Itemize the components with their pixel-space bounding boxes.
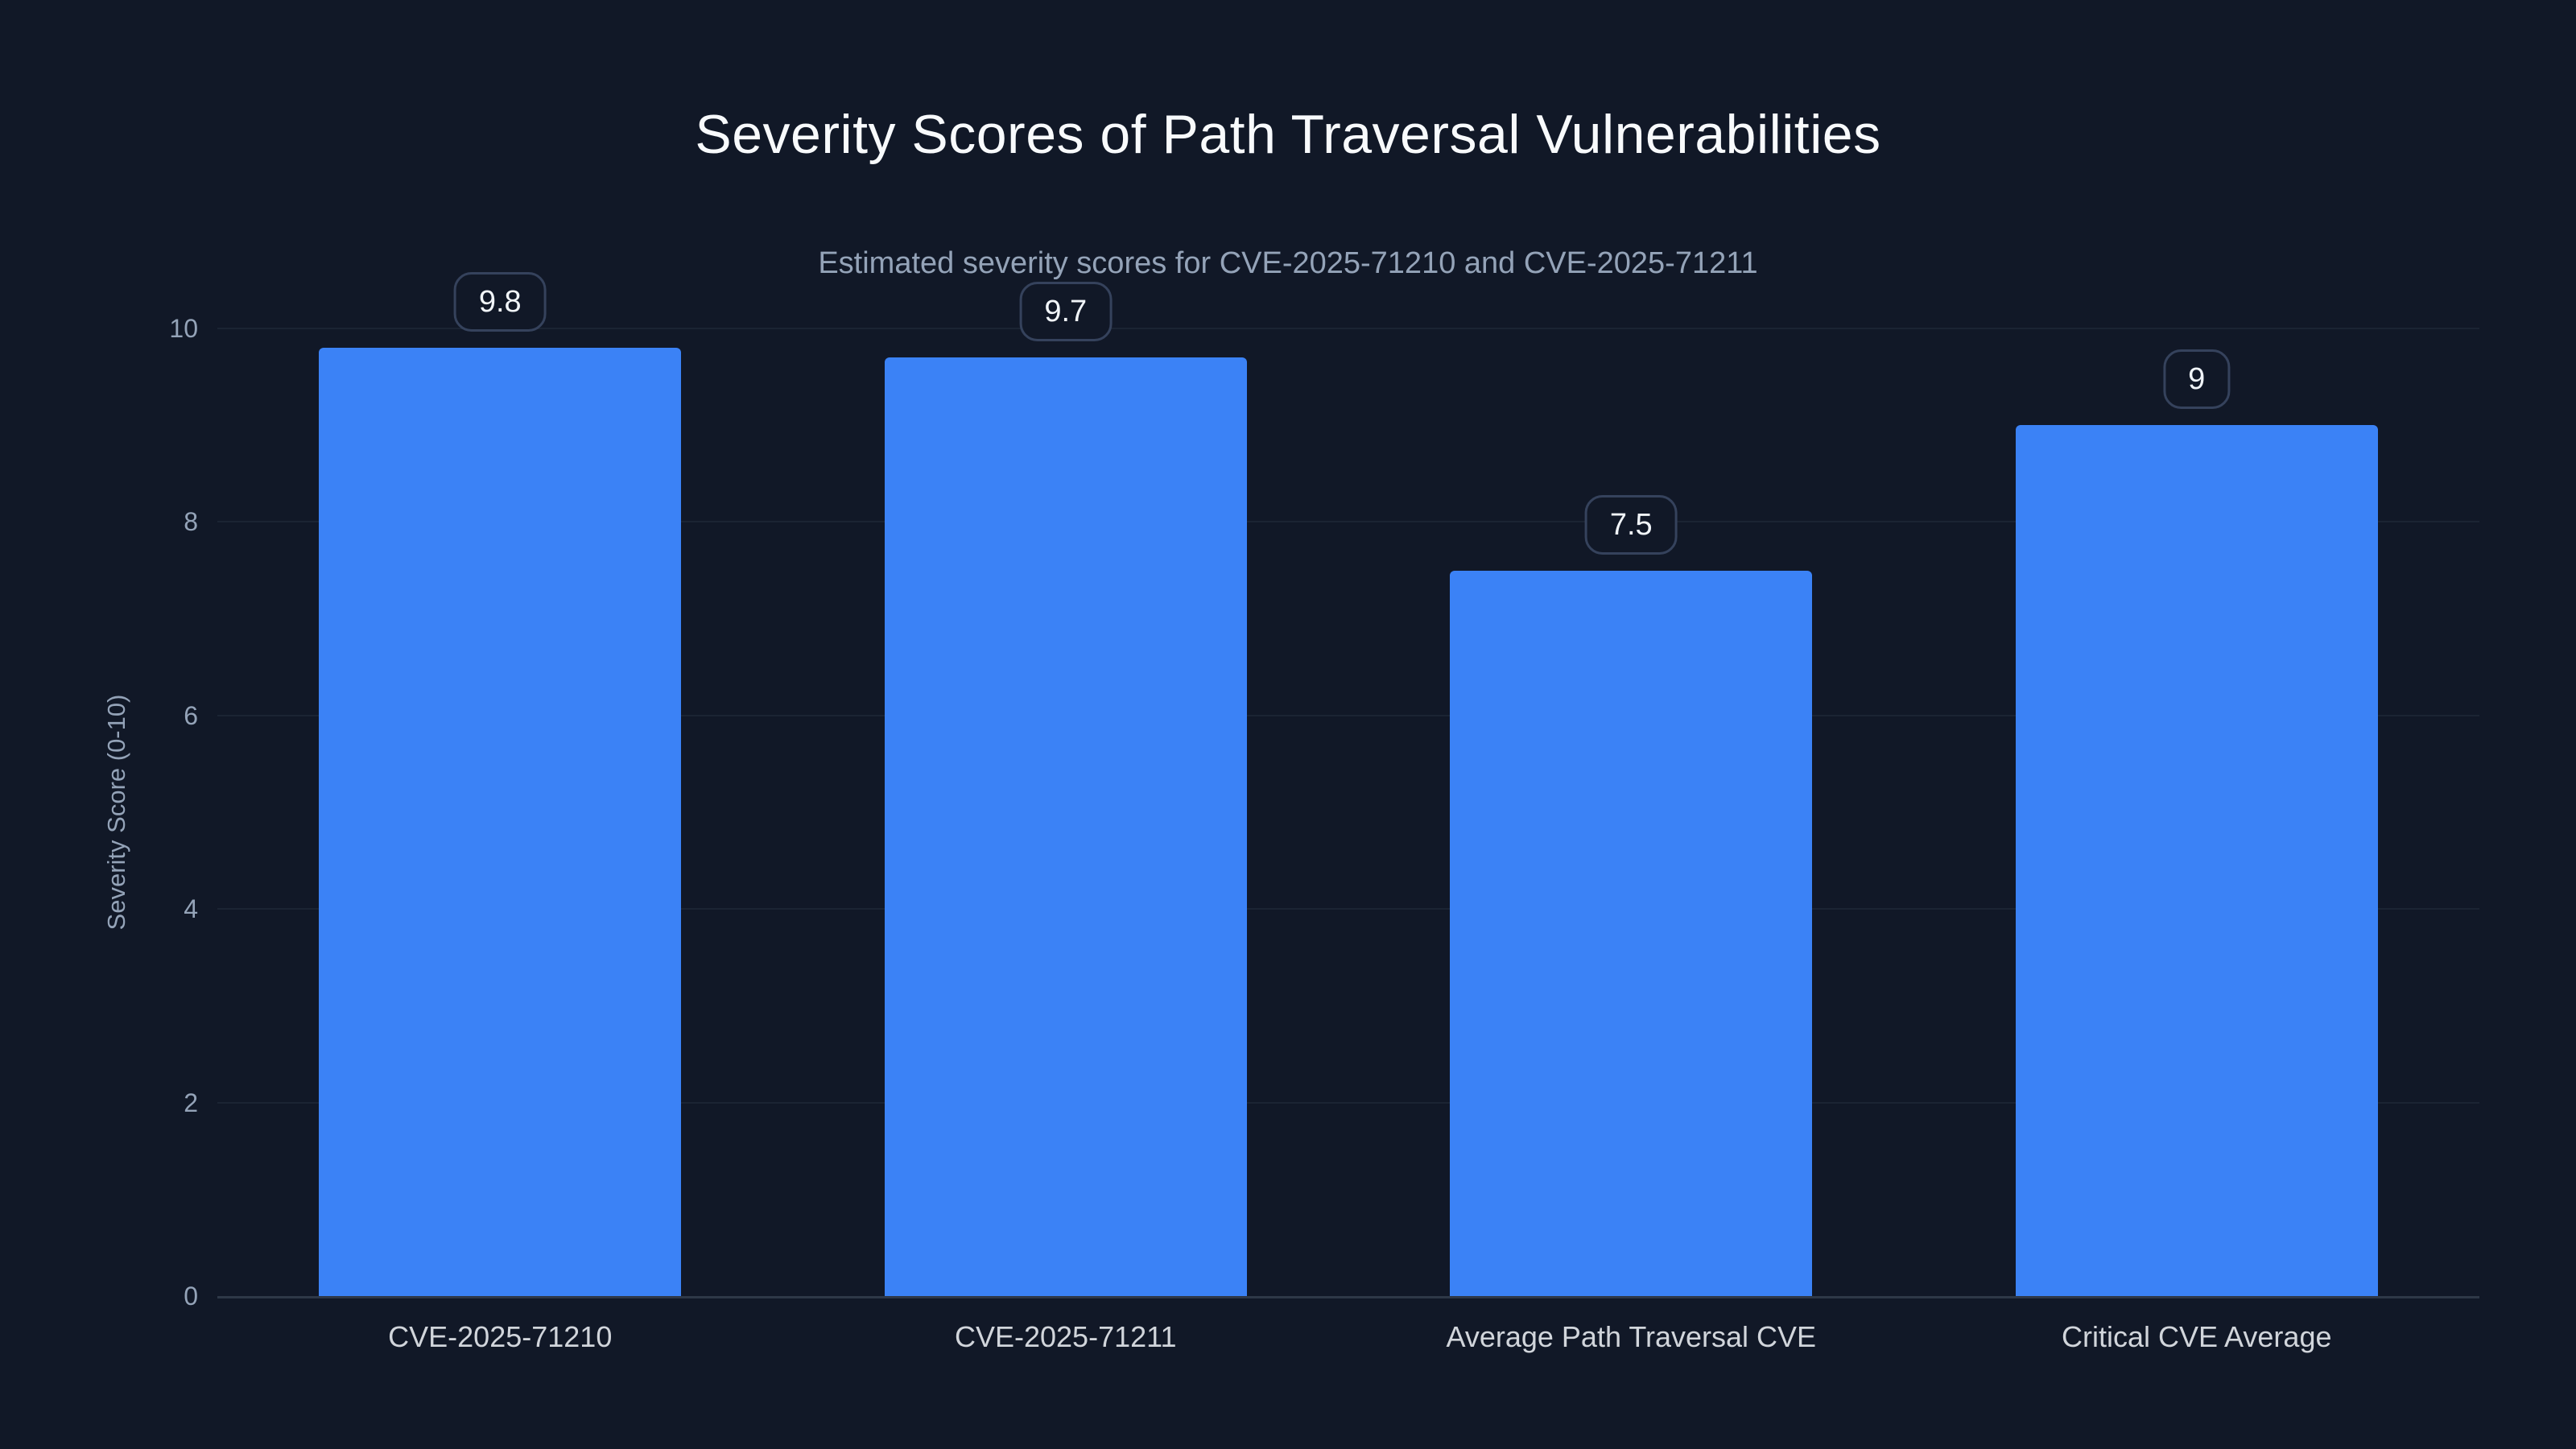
y-axis-label: Severity Score (0-10) xyxy=(102,694,130,931)
bar xyxy=(1450,570,1813,1296)
value-badge: 9.8 xyxy=(453,272,547,332)
gridline xyxy=(217,1101,2479,1104)
x-axis-label: CVE-2025-71210 xyxy=(388,1320,613,1353)
bar xyxy=(2015,425,2378,1296)
gridline xyxy=(217,521,2479,523)
chart-subtitle: Estimated severity scores for CVE-2025-7… xyxy=(818,246,1758,280)
x-axis-label: Average Path Traversal CVE xyxy=(1446,1320,1817,1353)
gridline xyxy=(217,908,2479,910)
value-badge: 7.5 xyxy=(1584,494,1678,555)
bar xyxy=(319,348,682,1296)
x-axis-label: CVE-2025-71211 xyxy=(954,1320,1177,1353)
gridline xyxy=(217,714,2479,716)
y-tick-label: 0 xyxy=(184,1282,198,1311)
value-badge: 9 xyxy=(2163,349,2231,410)
y-tick-label: 6 xyxy=(184,700,198,730)
value-badge: 9.7 xyxy=(1019,282,1113,342)
plot-area: 0 2 4 6 8 10 9.8 CVE-2025-71210 9.7 CVE-2025-7121… xyxy=(169,272,2479,1353)
y-tick-label: 8 xyxy=(184,507,198,537)
x-axis-label: Critical CVE Average xyxy=(2062,1320,2332,1353)
gridline xyxy=(217,328,2479,329)
y-tick-label: 2 xyxy=(184,1088,198,1117)
chart-title: Severity Scores of Path Traversal Vulner… xyxy=(695,104,1881,165)
y-tick-label: 4 xyxy=(184,894,198,924)
y-tick-label: 10 xyxy=(169,314,198,343)
bar xyxy=(884,357,1247,1296)
